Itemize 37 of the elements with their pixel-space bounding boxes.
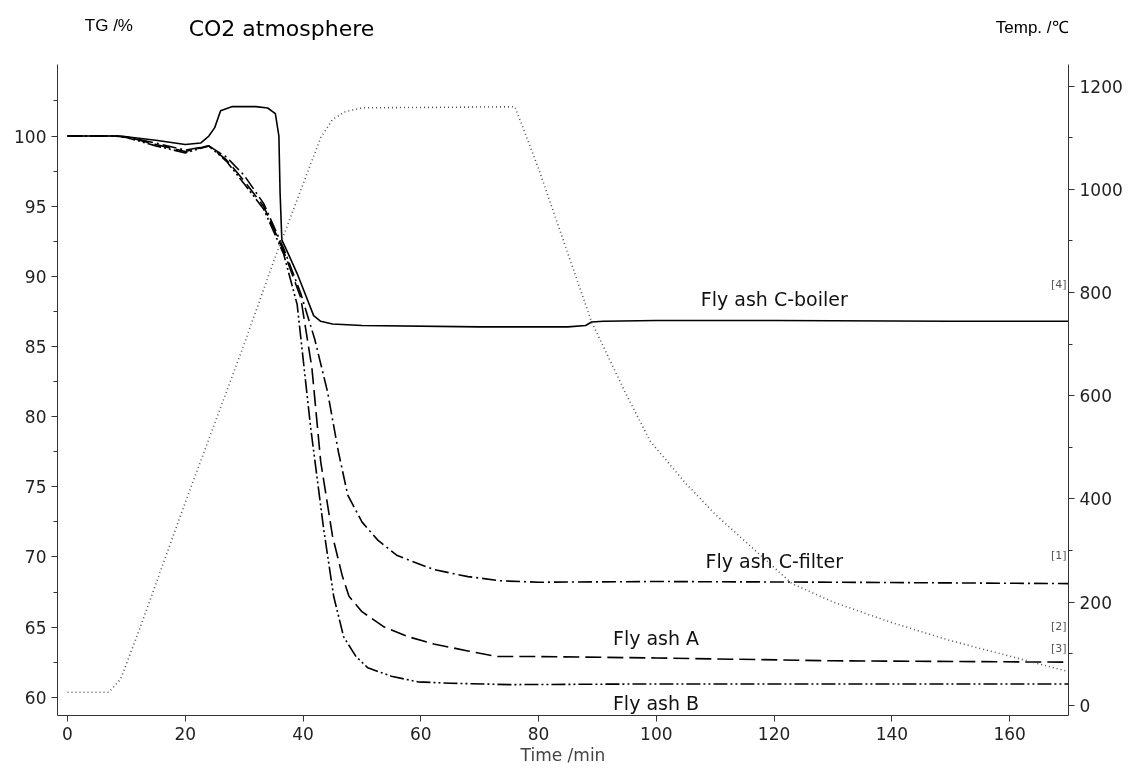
annotation: Fly ash C-filter xyxy=(705,550,844,573)
x-tick-label: 60 xyxy=(409,723,432,744)
y-tick-label: 80 xyxy=(24,407,47,428)
y2-tick-label: 0 xyxy=(1079,695,1091,716)
annotation: Fly ash C-boiler xyxy=(700,287,848,310)
y2-tick-label: 600 xyxy=(1079,386,1112,407)
y2-tick-label: 800 xyxy=(1079,283,1112,303)
y2-tick-label: 400 xyxy=(1079,489,1112,510)
annotation: [1] xyxy=(1050,548,1067,562)
y2-axis-title: Temp. /℃ xyxy=(995,18,1069,37)
x-tick-label: 140 xyxy=(875,723,909,744)
annotation: [2] xyxy=(1050,620,1067,634)
y-tick-label: 90 xyxy=(24,266,47,287)
y2-tick-label: 200 xyxy=(1079,592,1112,613)
x-tick-label: 80 xyxy=(527,723,550,744)
y-tick-label: 60 xyxy=(24,687,47,708)
x-tick-label: 120 xyxy=(757,723,791,744)
x-tick-label: 40 xyxy=(292,723,314,744)
y-tick-label: 85 xyxy=(24,337,47,358)
annotation: [3] xyxy=(1050,641,1067,655)
y-tick-label: 70 xyxy=(24,547,47,568)
x-tick-label: 0 xyxy=(62,723,73,744)
x-tick-label: 100 xyxy=(640,723,673,744)
y-axis-title: TG /% xyxy=(84,16,133,35)
x-axis-title: Time /min xyxy=(519,744,606,765)
y-tick-label: 75 xyxy=(24,477,47,498)
y-tick-label: 95 xyxy=(24,196,47,217)
y-tick-label: 100 xyxy=(14,126,47,147)
annotation: Fly ash B xyxy=(612,692,700,715)
annotation: Fly ash A xyxy=(612,627,700,650)
y2-tick-label: 1000 xyxy=(1079,179,1123,200)
y-tick-label: 65 xyxy=(24,617,47,638)
chart-title: CO2 atmosphere xyxy=(188,16,375,41)
x-tick-label: 20 xyxy=(174,723,197,744)
annotation: [4] xyxy=(1050,278,1067,292)
y2-tick-label: 1200 xyxy=(1079,76,1123,97)
x-tick-label: 160 xyxy=(993,723,1026,744)
